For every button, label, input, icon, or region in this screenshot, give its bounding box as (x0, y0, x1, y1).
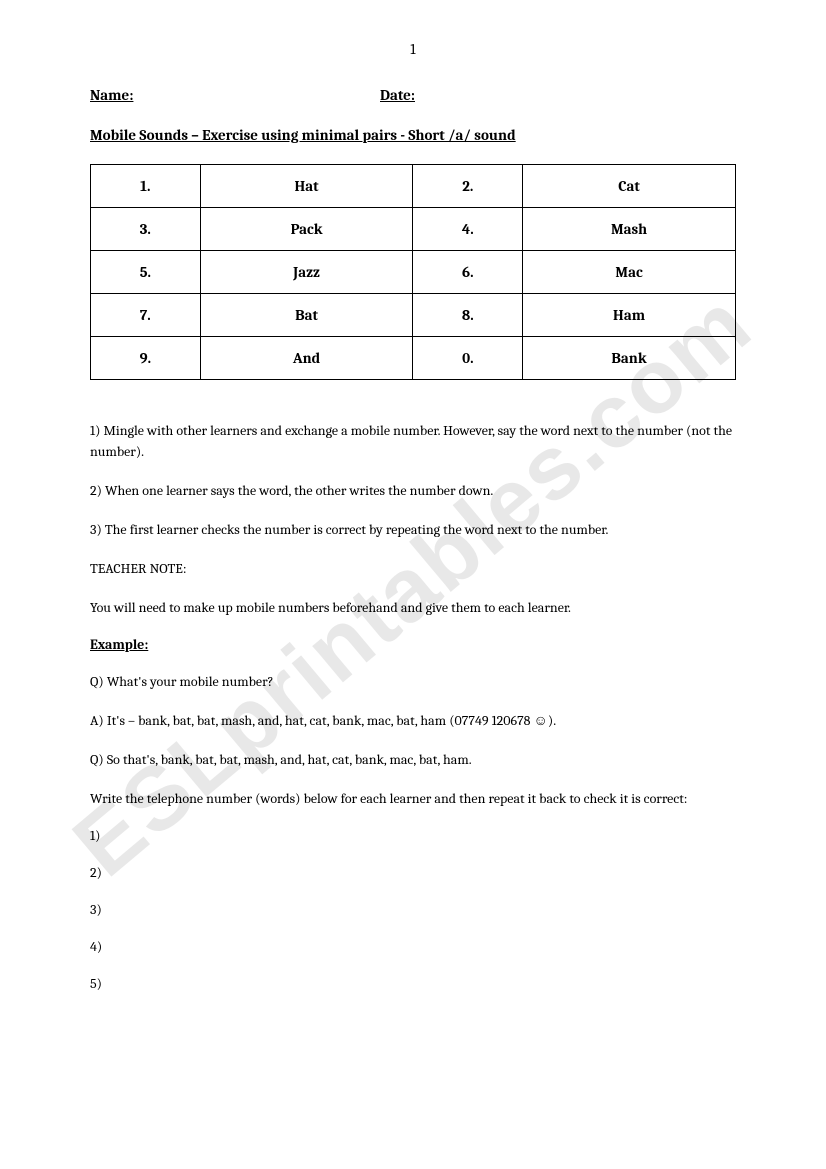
table-cell-number: 6. (413, 251, 523, 294)
answer-line-1: 1) (90, 827, 736, 844)
answer-line-3: 3) (90, 901, 736, 918)
table-cell-number: 2. (413, 165, 523, 208)
example-q1: Q) What's your mobile number? (90, 671, 736, 692)
teacher-note-text: You will need to make up mobile numbers … (90, 597, 736, 618)
table-cell-word: Jazz (200, 251, 413, 294)
table-cell-number: 5. (91, 251, 201, 294)
table-cell-word: Cat (523, 165, 736, 208)
table-cell-word: Ham (523, 294, 736, 337)
example-heading: Example: (90, 636, 736, 653)
table-cell-number: 3. (91, 208, 201, 251)
table-cell-word: Mac (523, 251, 736, 294)
answer-line-2: 2) (90, 864, 736, 881)
table-cell-word: Pack (200, 208, 413, 251)
instruction-3: 3) The first learner checks the number i… (90, 519, 736, 540)
table-row: 9. And 0. Bank (91, 337, 736, 380)
example-instruction: Write the telephone number (words) below… (90, 788, 736, 809)
worksheet-page: 1 Name: Date: Mobile Sounds – Exercise u… (0, 0, 826, 1052)
example-q2: Q) So that's, bank, bat, bat, mash, and,… (90, 749, 736, 770)
table-row: 5. Jazz 6. Mac (91, 251, 736, 294)
table-cell-word: And (200, 337, 413, 380)
page-number: 1 (90, 40, 736, 58)
table-row: 1. Hat 2. Cat (91, 165, 736, 208)
worksheet-title: Mobile Sounds – Exercise using minimal p… (90, 126, 736, 144)
teacher-note-label: TEACHER NOTE: (90, 558, 736, 579)
instruction-1: 1) Mingle with other learners and exchan… (90, 420, 736, 462)
table-cell-number: 1. (91, 165, 201, 208)
table-cell-number: 4. (413, 208, 523, 251)
answer-line-4: 4) (90, 938, 736, 955)
name-label: Name: (90, 86, 380, 104)
answer-line-5: 5) (90, 975, 736, 992)
table-row: 3. Pack 4. Mash (91, 208, 736, 251)
table-cell-word: Bank (523, 337, 736, 380)
example-a: A) It's – bank, bat, bat, mash, and, hat… (90, 710, 736, 731)
table-cell-number: 7. (91, 294, 201, 337)
header-row: Name: Date: (90, 86, 736, 104)
table-cell-word: Bat (200, 294, 413, 337)
instruction-2: 2) When one learner says the word, the o… (90, 480, 736, 501)
date-label: Date: (380, 86, 415, 104)
table-cell-word: Mash (523, 208, 736, 251)
table-cell-number: 0. (413, 337, 523, 380)
table-cell-word: Hat (200, 165, 413, 208)
table-row: 7. Bat 8. Ham (91, 294, 736, 337)
table-cell-number: 8. (413, 294, 523, 337)
word-table: 1. Hat 2. Cat 3. Pack 4. Mash 5. Jazz 6.… (90, 164, 736, 380)
table-cell-number: 9. (91, 337, 201, 380)
